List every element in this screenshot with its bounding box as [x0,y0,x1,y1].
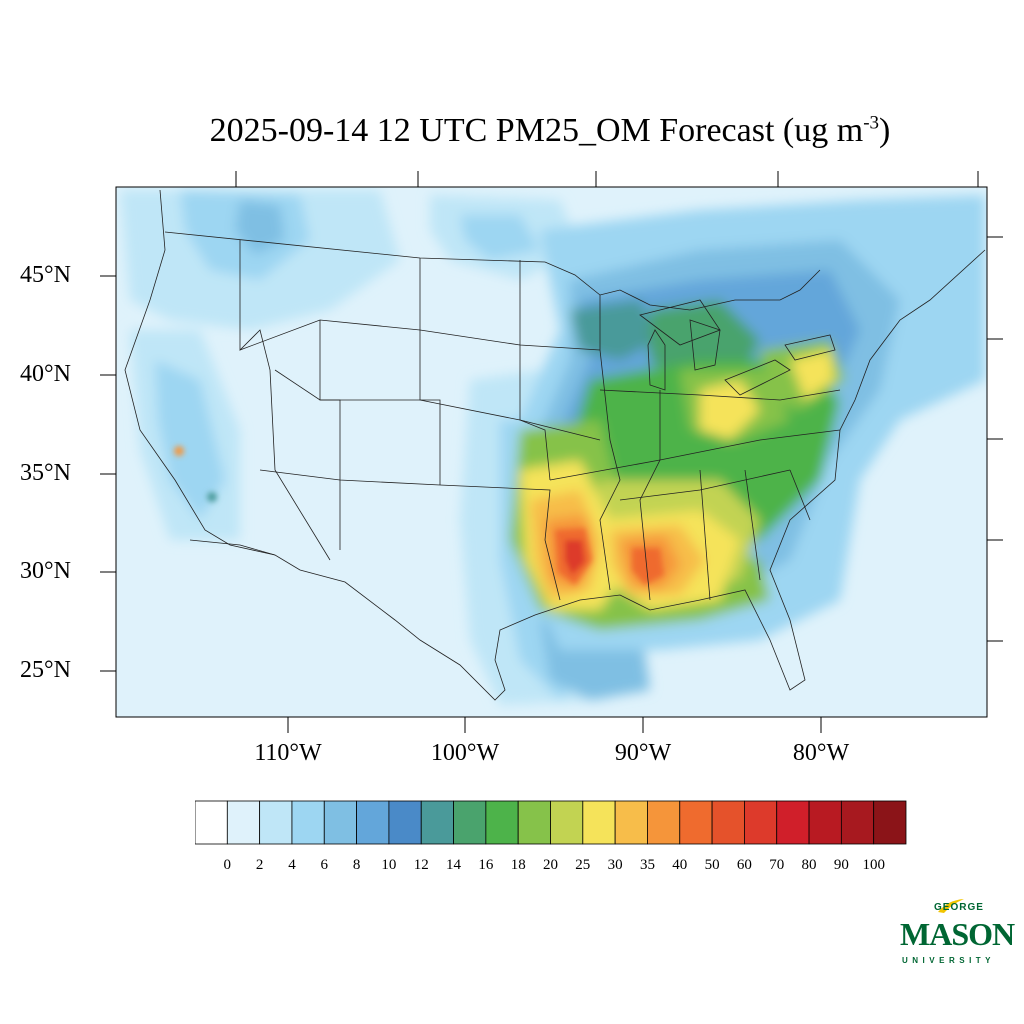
lat-label-35n: 35°N [20,460,71,486]
colorbar-tick-label: 50 [704,857,720,873]
colorbar-swatch [291,800,325,845]
colorbar-tick-label: 90 [833,857,849,873]
colorbar-swatch [873,800,907,845]
colorbar-tick-label: 18 [510,857,526,873]
colorbar-tick-label: 25 [575,857,591,873]
colorbar-tick-label: 12 [413,857,429,873]
colorbar [195,800,907,845]
axis-ticks [100,171,1003,733]
colorbar-tick-label: 40 [672,857,688,873]
lat-label-30n: 30°N [20,558,71,584]
colorbar-tick-label: 2 [255,857,264,873]
colorbar-swatch [808,800,842,845]
colorbar-tick-label: 6 [320,857,329,873]
colorbar-tick-label: 60 [736,857,752,873]
colorbar-tick-label: 80 [801,857,817,873]
colorbar-swatch [226,800,261,845]
colorbar-swatch [356,800,390,845]
colorbar-swatch [195,800,228,845]
lat-label-45n: 45°N [20,262,71,288]
colorbar-tick-label: 35 [640,857,655,873]
colorbar-swatch [711,800,745,845]
map-title: 2025-09-14 12 UTC PM25_OM Forecast (ug m… [209,112,891,149]
colorbar-swatch [776,800,810,845]
lon-label-110w: 110°W [254,740,322,766]
colorbar-swatch [647,800,681,845]
colorbar-tick-label: 10 [381,857,397,873]
colorbar-swatch [453,800,487,845]
colorbar-swatch [485,800,519,845]
colorbar-swatch [679,800,713,845]
logo-mason: MASON [900,916,1015,952]
lat-label-40n: 40°N [20,361,71,387]
logo-swoosh-icon [938,899,964,913]
colorbar-swatch [388,800,422,845]
colorbar-tick-label: 30 [607,857,623,873]
colorbar-swatch [840,800,875,845]
colorbar-swatch [420,800,454,845]
state-boundaries [124,189,986,701]
colorbar-swatch [517,800,551,845]
logo-university: UNIVERSITY [902,956,996,965]
colorbar-tick-label: 4 [288,857,296,873]
colorbar-tick-label: 0 [223,857,232,873]
colorbar-tick-label: 8 [352,857,361,873]
gmu-logo: GEORGE MASON UNIVERSITY [896,896,1015,968]
colorbar-tick-label: 16 [478,857,494,873]
colorbar-tick-label: 14 [446,857,461,873]
colorbar-swatch [323,800,357,845]
colorbar-tick-label: 20 [543,857,558,873]
map-frame [115,186,988,718]
colorbar-tick-label: 100 [862,857,885,873]
lon-label-90w: 90°W [614,740,672,766]
lon-label-80w: 80°W [792,740,850,766]
colorbar-swatch [744,800,778,845]
lon-label-100w: 100°W [430,740,500,766]
colorbar-swatch [550,800,584,845]
colorbar-swatch [259,800,293,845]
colorbar-tick-label: 70 [769,857,785,873]
logo-george: GEORGE [934,902,984,913]
lat-label-25n: 25°N [20,657,71,683]
colorbar-swatch [614,800,648,845]
colorbar-swatch [582,800,616,845]
